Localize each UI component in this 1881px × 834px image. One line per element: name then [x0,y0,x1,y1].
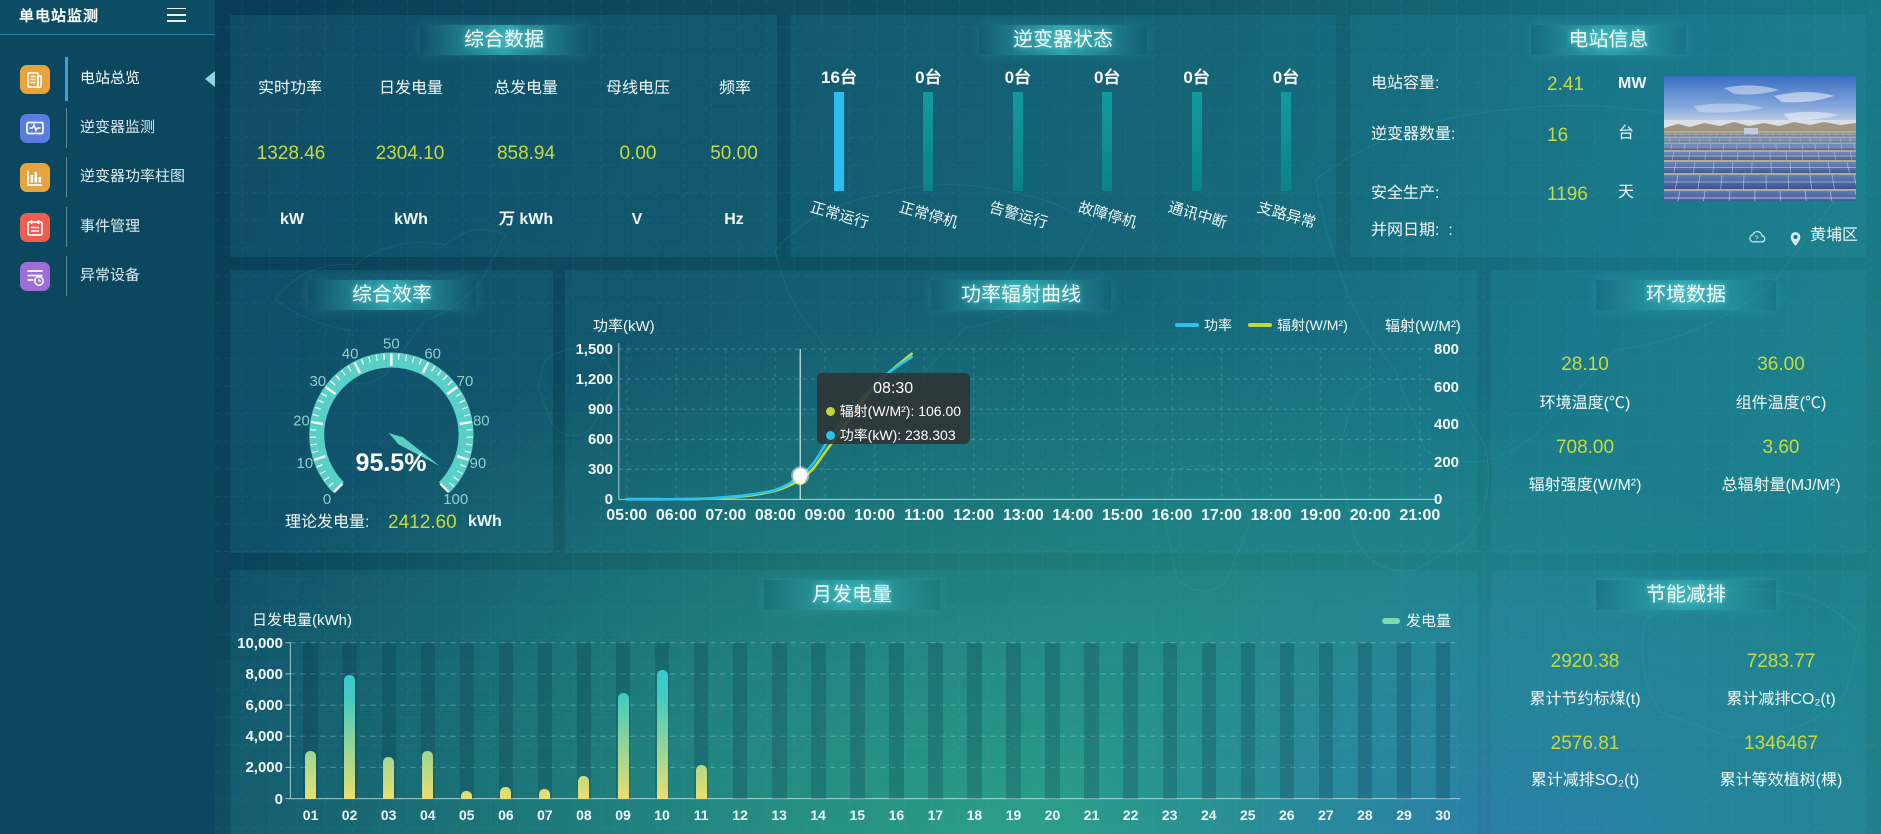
svg-text:0: 0 [323,491,331,508]
svg-text:10: 10 [297,455,314,472]
svg-text:30: 30 [309,373,326,390]
svg-text:20: 20 [293,413,310,430]
svg-text:70: 70 [457,373,474,390]
svg-text:100: 100 [443,491,468,508]
svg-text:40: 40 [342,346,359,363]
svg-text:50: 50 [383,336,400,353]
svg-text:80: 80 [473,413,490,430]
svg-text:60: 60 [424,346,441,363]
svg-text:90: 90 [470,455,487,472]
svg-text:?: ? [1755,235,1759,243]
